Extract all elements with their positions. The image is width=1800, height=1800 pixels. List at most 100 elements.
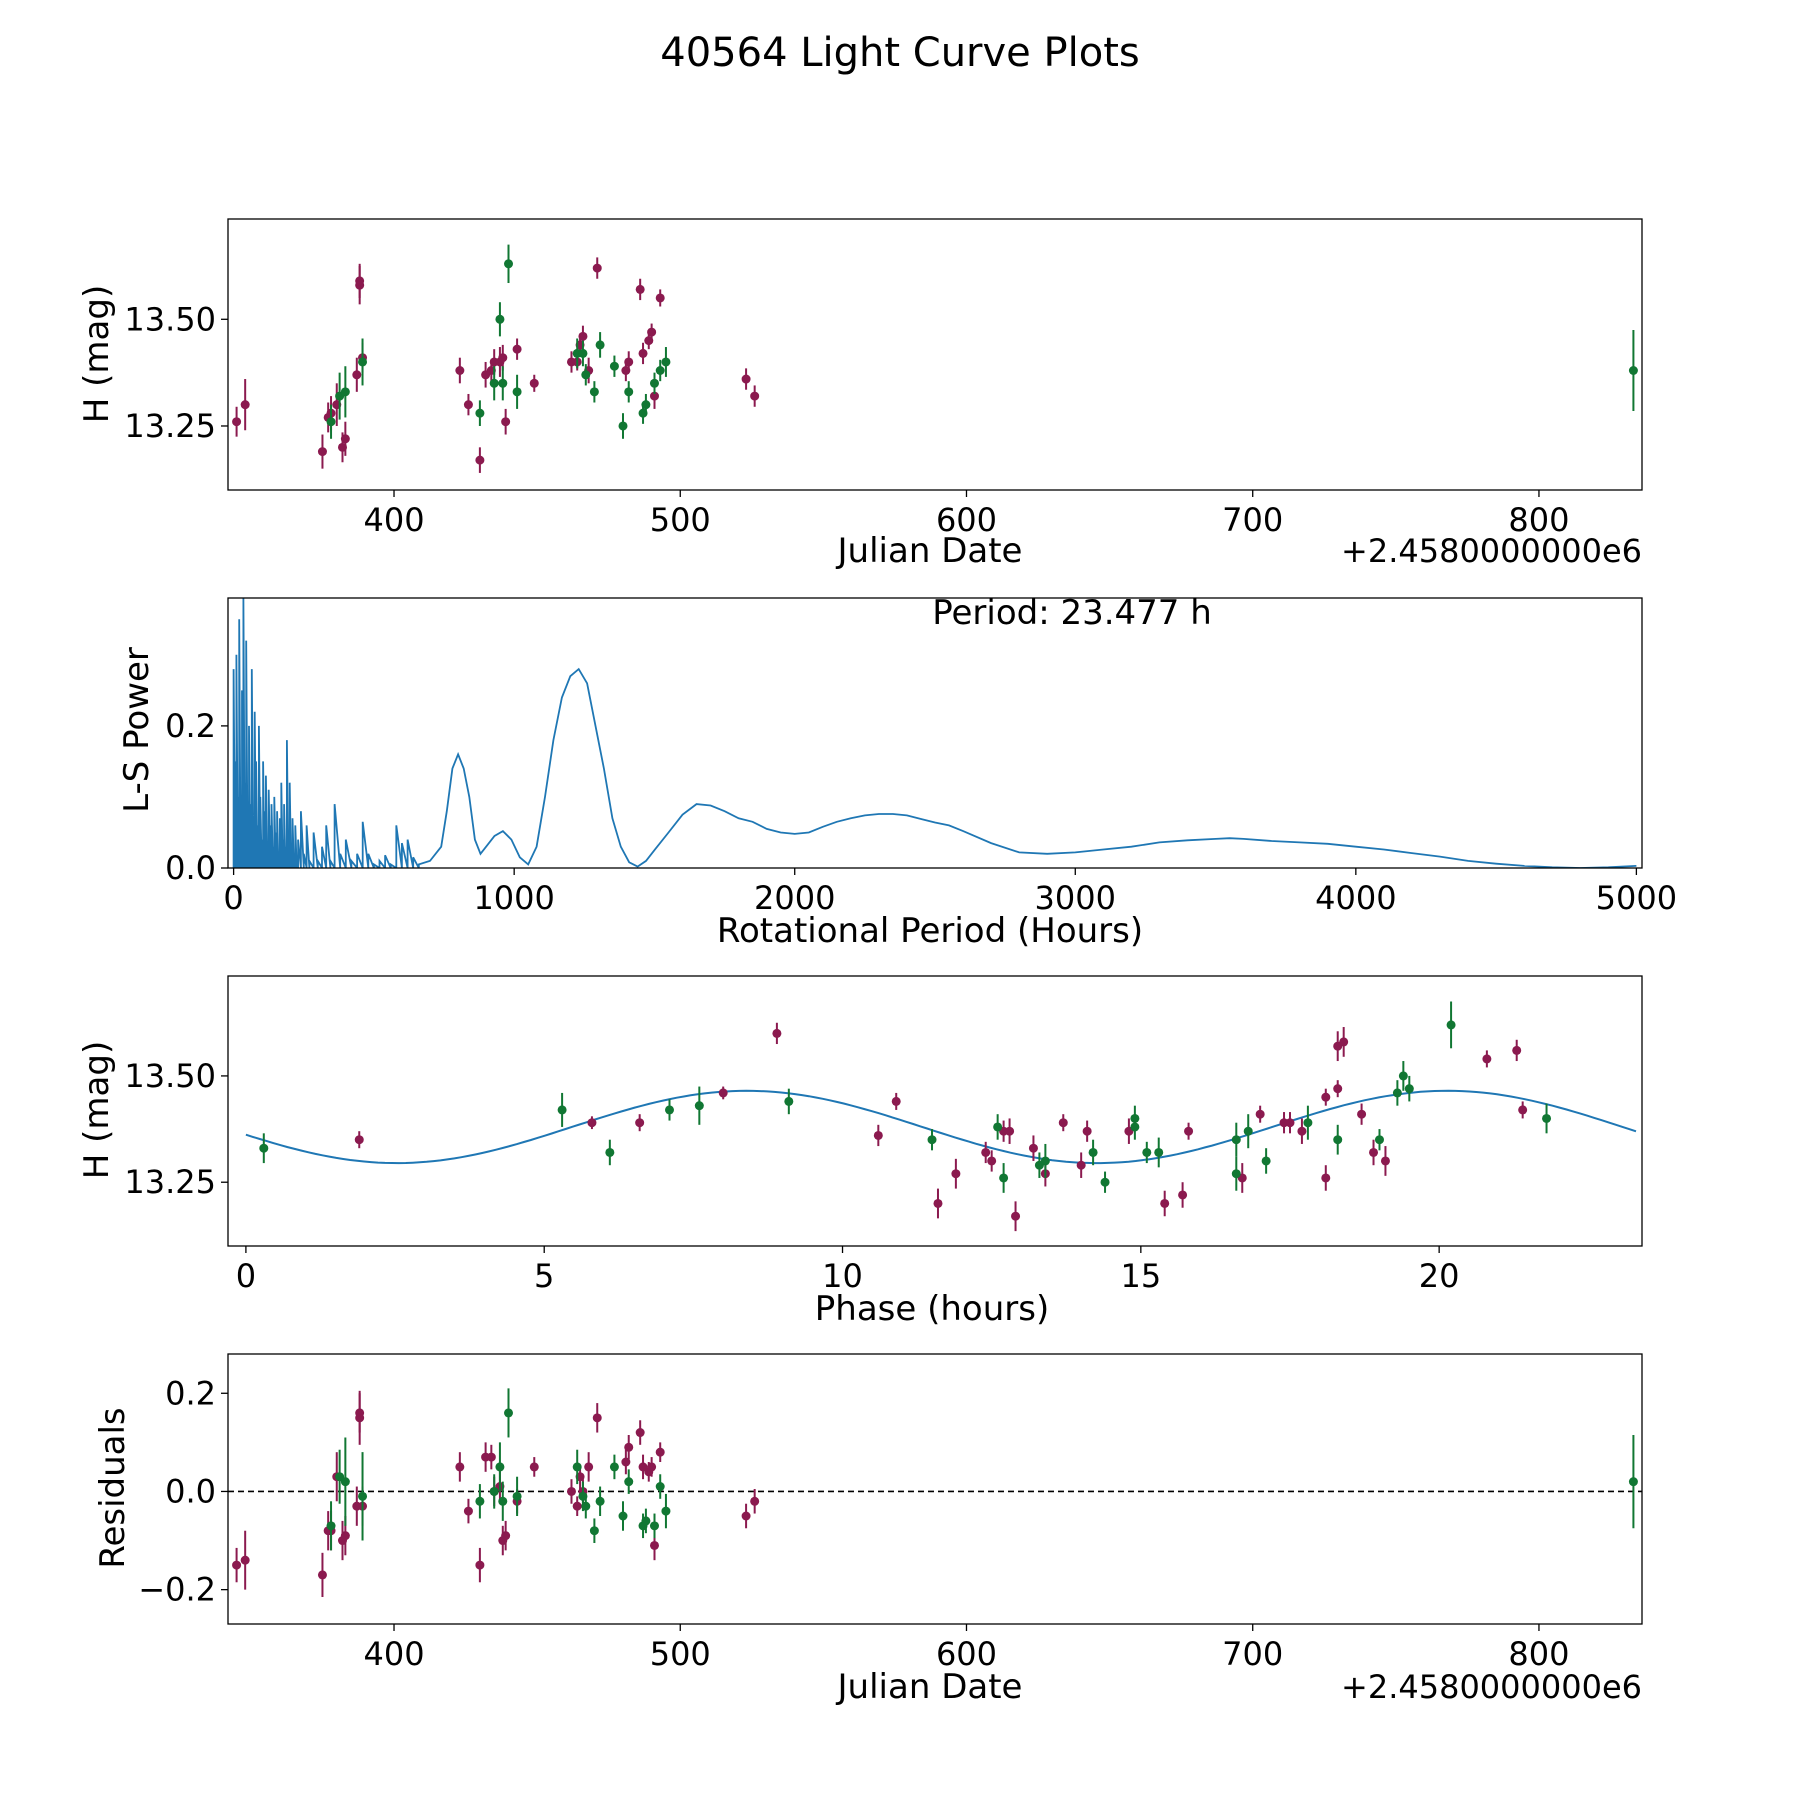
model-fit-curve bbox=[245, 1089, 1637, 1165]
data-point bbox=[340, 1477, 350, 1487]
data-point bbox=[1374, 1135, 1384, 1145]
data-point bbox=[498, 353, 508, 363]
periodogram-ytick-label: 0.0 bbox=[165, 849, 216, 887]
data-point bbox=[1446, 1020, 1456, 1030]
periodogram-xtick-label: 4000 bbox=[1315, 879, 1396, 917]
data-point bbox=[581, 1501, 591, 1511]
data-point bbox=[1285, 1118, 1295, 1128]
data-point bbox=[649, 1521, 659, 1531]
data-point bbox=[618, 1511, 628, 1521]
data-point bbox=[475, 1560, 485, 1570]
data-point bbox=[1154, 1147, 1164, 1157]
data-point bbox=[635, 1428, 645, 1438]
data-point bbox=[572, 1501, 582, 1511]
periodogram-ylabel: L-S Power bbox=[117, 647, 157, 813]
data-point bbox=[578, 348, 588, 358]
residuals-ytick-label: 0.2 bbox=[165, 1374, 216, 1412]
residuals-offset-text: +2.4580000000e6 bbox=[1341, 1668, 1642, 1706]
phased-ylabel: H (mag) bbox=[77, 1041, 117, 1179]
residuals-series-band-2 bbox=[326, 1388, 1638, 1551]
data-point bbox=[624, 1442, 634, 1452]
data-point bbox=[1160, 1198, 1170, 1208]
data-point bbox=[661, 357, 671, 367]
data-point bbox=[1369, 1147, 1379, 1157]
data-point bbox=[495, 1462, 505, 1472]
data-point bbox=[1628, 366, 1638, 376]
data-point bbox=[1261, 1156, 1271, 1166]
data-point bbox=[981, 1147, 991, 1157]
phased-axes-frame bbox=[227, 975, 1643, 1247]
data-point bbox=[240, 1555, 250, 1565]
data-point bbox=[501, 1531, 511, 1541]
periodogram-xtick-label: 2000 bbox=[754, 879, 835, 917]
residuals-ytick-label: −0.2 bbox=[138, 1571, 216, 1609]
data-point bbox=[987, 1156, 997, 1166]
data-point bbox=[463, 1506, 473, 1516]
lightcurve-series-band-2 bbox=[326, 244, 1638, 439]
periodogram-xtick-label: 5000 bbox=[1596, 879, 1677, 917]
data-point bbox=[1297, 1126, 1307, 1136]
data-point bbox=[455, 366, 465, 376]
data-point bbox=[489, 1486, 499, 1496]
data-point bbox=[504, 259, 514, 269]
lightcurve-ytick-label: 13.25 bbox=[124, 407, 216, 445]
data-point bbox=[592, 1413, 602, 1423]
data-point bbox=[595, 340, 605, 350]
data-point bbox=[1100, 1177, 1110, 1187]
data-point bbox=[951, 1169, 961, 1179]
data-point bbox=[891, 1096, 901, 1106]
data-point bbox=[1243, 1126, 1253, 1136]
data-point bbox=[784, 1096, 794, 1106]
lightcurve-xtick-label: 700 bbox=[1222, 501, 1283, 539]
data-point bbox=[750, 391, 760, 401]
residuals-xlabel: Julian Date bbox=[836, 1667, 1023, 1707]
data-point bbox=[358, 1491, 368, 1501]
data-point bbox=[232, 417, 242, 427]
lightcurve-xtick-label: 500 bbox=[650, 501, 711, 539]
phased-series-band-1 bbox=[354, 1022, 1528, 1232]
data-point bbox=[618, 421, 628, 431]
data-point bbox=[489, 378, 499, 388]
data-point bbox=[587, 1118, 597, 1128]
periodogram-series-line bbox=[232, 598, 1637, 868]
data-point bbox=[317, 447, 327, 457]
phased-panel: H (mag) Phase (hours) 0 5 10 15 20 13.25 13.50 bbox=[77, 975, 1643, 1329]
data-point bbox=[1058, 1118, 1068, 1128]
data-point bbox=[475, 1496, 485, 1506]
data-point bbox=[455, 1462, 465, 1472]
periodogram-xtick-label: 3000 bbox=[1035, 879, 1116, 917]
data-point bbox=[1082, 1126, 1092, 1136]
data-point bbox=[572, 1462, 582, 1472]
data-point bbox=[240, 400, 250, 410]
data-point bbox=[486, 1452, 496, 1462]
data-point bbox=[772, 1028, 782, 1038]
data-point bbox=[463, 400, 473, 410]
lightcurve-axes-frame bbox=[227, 218, 1643, 491]
data-point bbox=[326, 1521, 336, 1531]
periodogram-plot-area bbox=[232, 598, 1637, 868]
data-point bbox=[641, 400, 651, 410]
data-point bbox=[933, 1198, 943, 1208]
periodogram-axes-frame bbox=[227, 597, 1643, 869]
data-point bbox=[1404, 1084, 1414, 1094]
phased-xtick-label: 5 bbox=[534, 1257, 554, 1295]
data-point bbox=[1231, 1135, 1241, 1145]
data-point bbox=[624, 387, 634, 397]
periodogram-xtick-label: 1000 bbox=[473, 879, 554, 917]
phased-xtick-label: 10 bbox=[822, 1257, 863, 1295]
data-point bbox=[649, 1540, 659, 1550]
data-point bbox=[641, 1516, 651, 1526]
data-point bbox=[665, 1105, 675, 1115]
data-point bbox=[1482, 1054, 1492, 1064]
data-point bbox=[873, 1130, 883, 1140]
data-point bbox=[592, 263, 602, 273]
data-point bbox=[750, 1496, 760, 1506]
data-point bbox=[232, 1560, 242, 1570]
data-point bbox=[352, 370, 362, 380]
data-point bbox=[326, 417, 336, 427]
data-point bbox=[1512, 1045, 1522, 1055]
periodogram-ytick-label: 0.2 bbox=[165, 707, 216, 745]
lightcurve-xlabel: Julian Date bbox=[836, 531, 1023, 571]
data-point bbox=[649, 378, 659, 388]
